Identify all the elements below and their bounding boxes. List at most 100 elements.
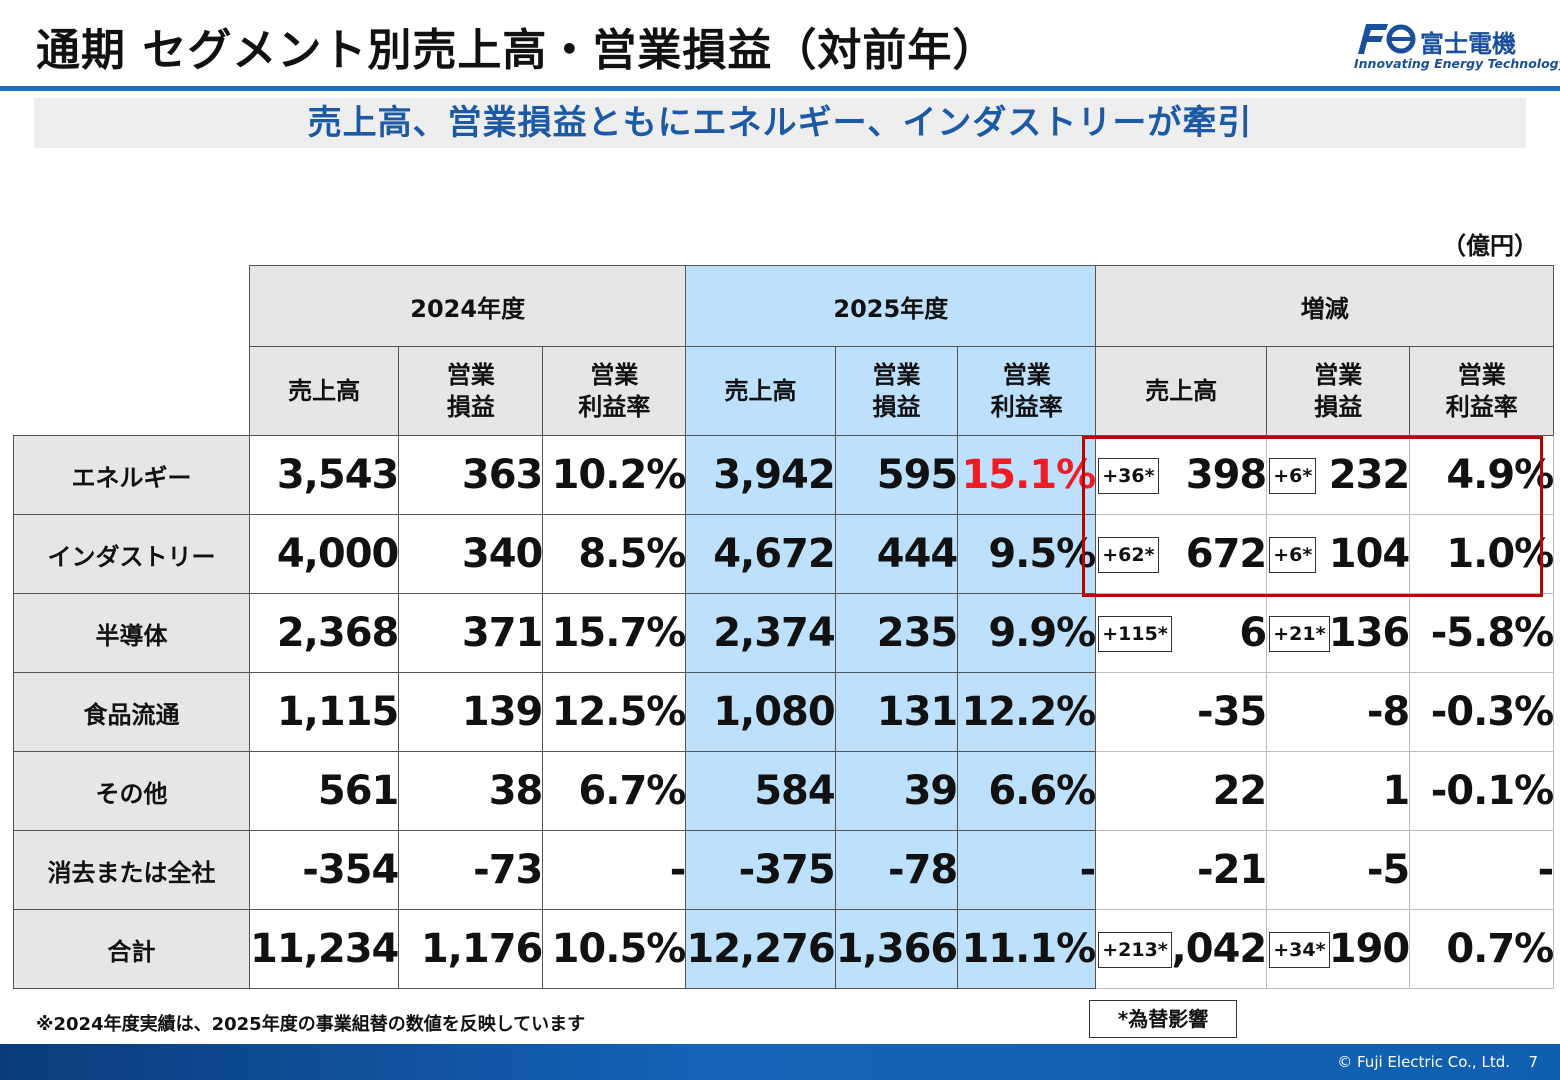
cell-value: 38	[488, 768, 544, 814]
change-op-margin-cell: -	[1409, 830, 1555, 910]
cell-value: -78	[887, 847, 958, 893]
change-op-income-cell: +21* -136	[1266, 593, 1410, 673]
cell-value: 9.5%	[988, 531, 1096, 577]
row-label: 半導体	[13, 593, 250, 673]
row-label: 合計	[13, 909, 250, 989]
table-row: 合計 11,234 1,176 10.5% 12,276 1,366 11.1% +213* 1…	[13, 909, 1555, 989]
fx-impact-badge: +21*	[1269, 616, 1330, 652]
cell-value: -0.3%	[1430, 689, 1555, 735]
copyright: © Fuji Electric Co., Ltd.	[1337, 1053, 1510, 1071]
fy2024-op-income-cell: 371	[398, 593, 544, 673]
subheader-change-sales: 売上高	[1095, 346, 1268, 436]
logo-company-name: 富士電機	[1420, 30, 1516, 58]
cell-value: 561	[317, 768, 399, 814]
footnote: ※2024年度実績は、2025年度の事業組替の数値を反映しています	[36, 1014, 586, 1035]
change-sales-cell: +213* 1,042	[1095, 909, 1268, 989]
cell-value: 131	[876, 689, 958, 735]
fx-impact-badge: +213*	[1098, 932, 1172, 968]
cell-value: -73	[473, 847, 543, 893]
fy2025-op-margin-cell: 9.5%	[957, 514, 1097, 594]
change-op-margin-cell: 4.9%	[1409, 435, 1555, 515]
fe-logo-icon	[1358, 24, 1416, 54]
fy2024-sales-cell: 11,234	[248, 909, 399, 989]
change-op-income-cell: +34* 190	[1266, 909, 1411, 989]
cell-value: 371	[461, 610, 543, 656]
table-row: その他 561 38 6.7% 584 39 6.6% 22 1 -0.1%	[13, 751, 1555, 831]
fy2024-sales-cell: 4,000	[248, 514, 400, 594]
table-row: 消去または全社 -354 -73 - -375 -78 - -21 -5 -	[13, 830, 1555, 910]
change-op-margin-cell: 0.7%	[1409, 909, 1555, 989]
fx-legend: *為替影響	[1089, 1000, 1237, 1038]
cell-value: -	[669, 847, 687, 893]
cell-value: 22	[1212, 768, 1268, 814]
cell-value: 0.7%	[1446, 926, 1554, 972]
fy2024-op-margin-cell: 6.7%	[542, 751, 687, 831]
fy2024-op-income-cell: 139	[398, 672, 544, 752]
fx-impact-badge: +34*	[1269, 932, 1330, 968]
change-op-income-cell: -5	[1266, 830, 1410, 910]
fy2025-op-income-cell: 1,366	[834, 909, 959, 989]
cell-value: -354	[302, 847, 399, 893]
cell-value: -35	[1196, 689, 1267, 735]
change-op-margin-cell: 1.0%	[1409, 514, 1555, 594]
cell-value: 1	[1382, 768, 1410, 814]
unit-label: （億円）	[1442, 232, 1538, 260]
cell-value: -5	[1366, 847, 1410, 893]
table-row: エネルギー 3,543 363 10.2% 3,942 595 15.1% +36* 398 +6…	[13, 435, 1555, 515]
cell-value: 398	[1185, 452, 1267, 498]
fy2025-op-income-cell: 235	[834, 593, 959, 673]
cell-value: 15.1%	[961, 452, 1096, 498]
cell-value: 3,942	[713, 452, 836, 498]
subheader-fy2025-op-margin: 営業 利益率	[957, 346, 1097, 436]
cell-value: 363	[461, 452, 543, 498]
subheader-fy2024-op-income: 営業 損益	[398, 346, 544, 436]
cell-value: 15.7%	[551, 610, 687, 656]
cell-value: 3,543	[276, 452, 400, 498]
subtitle-banner: 売上高、営業損益ともにエネルギー、インダストリーが牽引	[34, 98, 1526, 148]
cell-value: 340	[461, 531, 543, 577]
subheader-fy2025-op-income: 営業 損益	[834, 346, 959, 436]
change-sales-cell: +36* 398	[1095, 435, 1268, 515]
page-number: 7	[1528, 1053, 1538, 1071]
cell-value: 39	[903, 768, 959, 814]
fy2024-op-income-cell: 1,176	[398, 909, 544, 989]
fy2024-op-income-cell: 38	[398, 751, 544, 831]
change-sales-cell: -21	[1095, 830, 1267, 910]
fy2025-op-margin-cell: -	[957, 830, 1097, 910]
cell-value: 232	[1328, 452, 1410, 498]
change-op-margin-cell: -0.1%	[1409, 751, 1555, 831]
fy2025-op-income-cell: 444	[834, 514, 959, 594]
page-title: 通期 セグメント別売上高・営業損益（対前年）	[36, 25, 998, 76]
fy2025-op-margin-cell: 11.1%	[957, 909, 1097, 989]
table-row: 半導体 2,368 371 15.7% 2,374 235 9.9% +115* 6 +21* -1…	[13, 593, 1555, 673]
change-sales-cell: +115* 6	[1095, 593, 1268, 673]
cell-value: 190	[1328, 926, 1410, 972]
cell-value: 6.7%	[578, 768, 686, 814]
row-label: インダストリー	[13, 514, 250, 594]
cell-value: -21	[1196, 847, 1267, 893]
subheader-fy2025-sales: 売上高	[685, 346, 836, 436]
cell-value: 139	[461, 689, 543, 735]
fy2025-op-margin-cell: 6.6%	[957, 751, 1097, 831]
cell-value: 4,000	[276, 531, 400, 577]
cell-value: 8.5%	[578, 531, 686, 577]
cell-value: -5.8%	[1430, 610, 1555, 656]
cell-value: -	[1537, 847, 1555, 893]
logo-tagline: Innovating Energy Technology	[1354, 56, 1560, 71]
fy2024-op-income-cell: 340	[398, 514, 544, 594]
row-label: エネルギー	[13, 435, 250, 515]
cell-value: -375	[738, 847, 836, 893]
fy2024-op-margin-cell: 15.7%	[542, 593, 687, 673]
subheader-fy2024-op-margin: 営業 利益率	[542, 346, 687, 436]
cell-value: 672	[1185, 531, 1267, 577]
fy2025-sales-cell: 3,942	[685, 435, 836, 515]
cell-value: 1.0%	[1446, 531, 1554, 577]
fy2025-sales-cell: 2,374	[685, 593, 836, 673]
fx-impact-badge: +115*	[1098, 616, 1172, 652]
fy2024-op-margin-cell: 10.2%	[542, 435, 687, 515]
cell-value: 6.6%	[988, 768, 1096, 814]
segment-table: 2024年度 2025年度 増減 売上高 営業 損益 営業 利益率 売上高 営業 損益営…	[13, 265, 1555, 989]
change-sales-cell: +62* 672	[1095, 514, 1268, 594]
cell-value: 6	[1239, 610, 1267, 656]
cell-value: 11.1%	[961, 926, 1096, 972]
